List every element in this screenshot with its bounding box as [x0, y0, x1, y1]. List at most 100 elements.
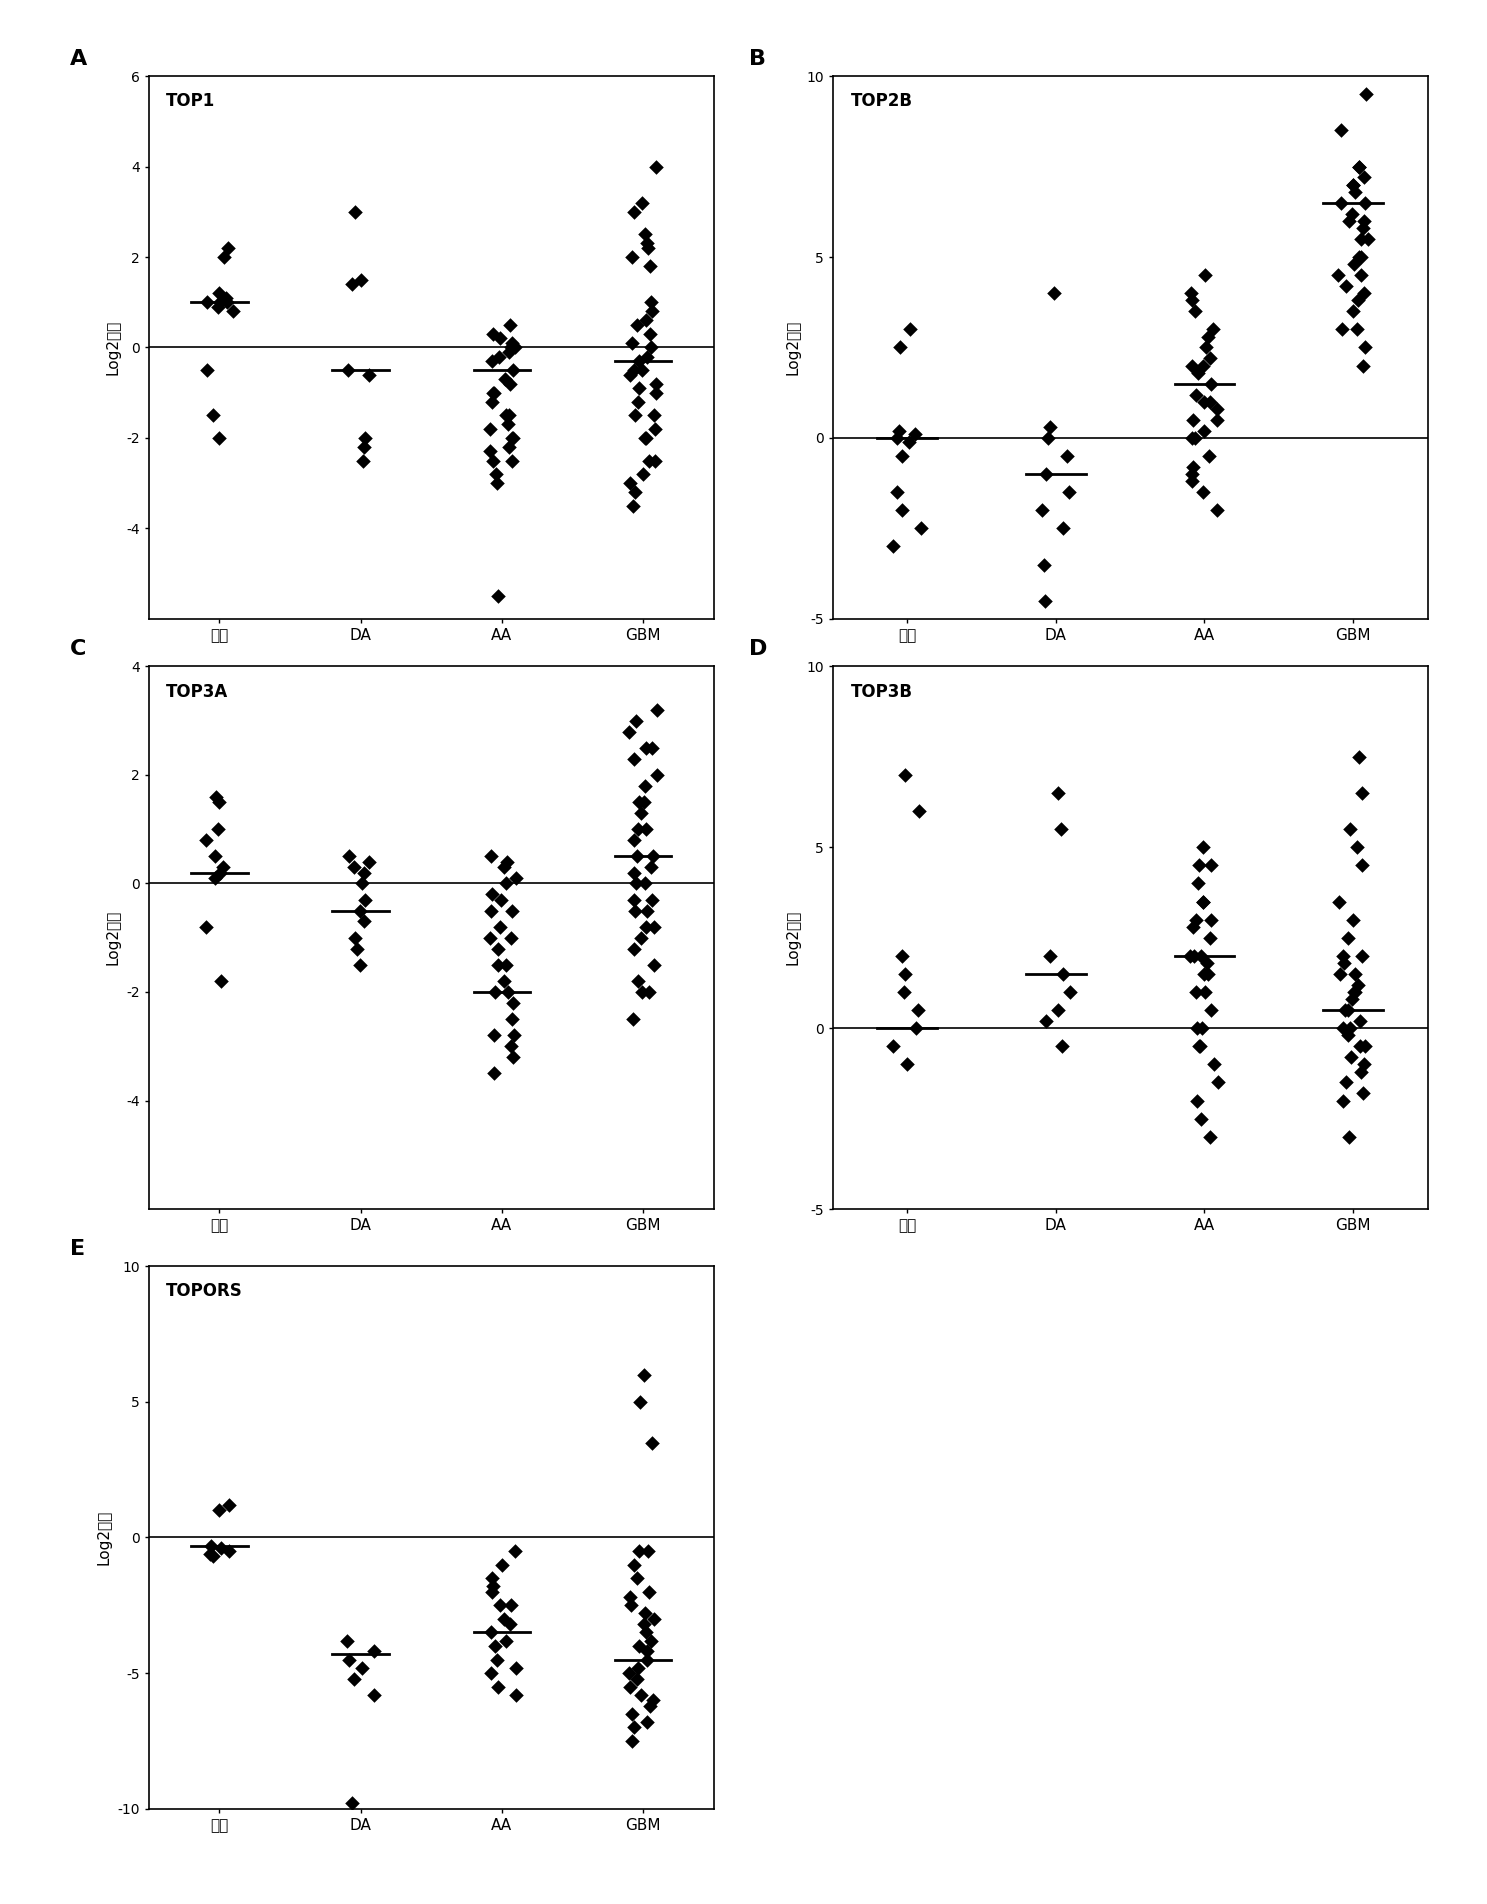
Point — [642, 400, 666, 430]
Point — [1199, 904, 1222, 935]
Point — [1347, 743, 1371, 773]
Point — [1328, 887, 1352, 918]
Point — [480, 1571, 504, 1601]
Point — [494, 868, 517, 899]
Point — [1050, 815, 1074, 845]
Point — [633, 868, 657, 899]
Point — [195, 288, 219, 318]
Point — [639, 851, 663, 882]
Point — [1033, 586, 1057, 617]
Point — [1326, 261, 1350, 291]
Point — [501, 446, 525, 476]
Point — [641, 1603, 665, 1634]
Point — [628, 347, 651, 377]
Point — [1352, 350, 1375, 381]
Point — [222, 297, 245, 327]
Point — [480, 1577, 504, 1607]
Point — [636, 1537, 660, 1567]
Point — [1181, 286, 1204, 316]
Point — [629, 1679, 653, 1710]
Text: C: C — [70, 640, 86, 659]
Point — [630, 977, 654, 1007]
Point — [492, 364, 516, 394]
Point — [623, 824, 647, 855]
Point — [1199, 1121, 1222, 1152]
Point — [888, 415, 912, 446]
Point — [341, 1788, 364, 1818]
Point — [1353, 188, 1377, 219]
Point — [494, 950, 517, 981]
Point — [491, 1550, 515, 1580]
Point — [633, 771, 657, 802]
Point — [482, 446, 506, 476]
Point — [619, 1582, 642, 1613]
Point — [1179, 466, 1203, 497]
Point — [1038, 941, 1062, 971]
Point — [1051, 514, 1075, 545]
Point — [488, 1590, 512, 1620]
Point — [1338, 815, 1362, 845]
Point — [352, 432, 376, 463]
Point — [897, 426, 920, 457]
Point — [1350, 779, 1374, 809]
Point — [1338, 1041, 1362, 1072]
Point — [501, 354, 525, 385]
Point — [622, 1003, 645, 1034]
Point — [1179, 278, 1203, 308]
Point — [1334, 270, 1358, 301]
Point — [1331, 1085, 1355, 1116]
Point — [1194, 331, 1218, 362]
Point — [1331, 1013, 1355, 1043]
Point — [1347, 152, 1371, 183]
Point — [1193, 977, 1216, 1007]
Point — [349, 1653, 373, 1683]
Point — [619, 1672, 642, 1702]
Point — [635, 341, 659, 371]
Point — [495, 409, 519, 440]
Point — [1190, 1013, 1213, 1043]
Point — [213, 242, 236, 272]
Point — [628, 786, 651, 817]
Point — [882, 531, 906, 562]
Point — [1199, 851, 1222, 882]
Point — [1181, 406, 1204, 436]
Point — [1045, 779, 1069, 809]
Point — [489, 885, 513, 916]
Point — [1199, 369, 1222, 400]
Point — [485, 468, 509, 499]
Point — [504, 1653, 528, 1683]
Point — [485, 1645, 509, 1676]
Point — [349, 265, 373, 295]
Point — [1352, 1078, 1375, 1108]
Point — [1355, 80, 1378, 110]
Point — [885, 478, 909, 508]
Point — [622, 354, 645, 385]
Point — [341, 268, 364, 299]
Point — [1338, 1013, 1362, 1043]
Point — [629, 1386, 653, 1417]
Point — [486, 341, 510, 371]
Point — [338, 842, 361, 872]
Point — [633, 912, 657, 942]
Point — [486, 1672, 510, 1702]
Point — [1352, 278, 1375, 308]
Point — [633, 1597, 657, 1628]
Point — [1350, 941, 1374, 971]
Point — [892, 960, 916, 990]
Point — [352, 423, 376, 453]
Point — [216, 232, 239, 263]
Point — [1346, 832, 1370, 863]
Point — [1035, 459, 1059, 489]
Point — [1341, 297, 1365, 327]
Point — [632, 1359, 656, 1390]
Point — [617, 716, 641, 746]
Point — [635, 895, 659, 925]
Point — [1188, 1032, 1212, 1062]
Point — [644, 152, 668, 183]
Point — [635, 815, 659, 845]
Point — [486, 933, 510, 963]
Point — [1191, 887, 1215, 918]
Point — [638, 318, 662, 348]
Point — [498, 369, 522, 400]
Point — [1181, 912, 1204, 942]
